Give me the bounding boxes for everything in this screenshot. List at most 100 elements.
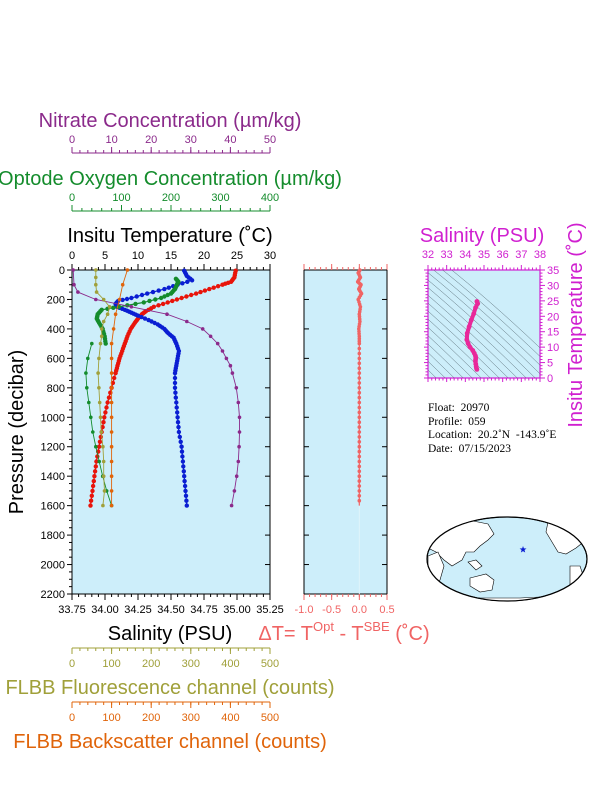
salinity-point (175, 415, 180, 420)
delta-t-point (357, 376, 362, 380)
nitrate-point (236, 400, 241, 405)
temperature-point (106, 395, 112, 400)
salinity-point (179, 449, 185, 454)
nitrate-point (237, 415, 242, 420)
float-location-marker (519, 546, 527, 553)
delta-t-point (357, 351, 362, 356)
nitrate-point (229, 503, 234, 508)
delta-t-point (357, 395, 362, 400)
ts-x-tick-label: 38 (534, 249, 546, 261)
ts-y-tick-label: 30 (547, 280, 559, 292)
pressure-tick-label: 1400 (41, 471, 65, 483)
temperature-tick-label: 5 (102, 250, 108, 262)
backscatter-axis-title: FLBB Backscatter channel (counts) (13, 731, 326, 753)
nitrate-point (129, 305, 134, 309)
ts-point (464, 337, 470, 343)
delta-t-point (357, 459, 362, 464)
fluorescence-point (99, 327, 104, 331)
ts-panel (427, 269, 541, 379)
temperature-point (97, 439, 103, 444)
salinity-axis-title: Salinity (PSU) (108, 623, 232, 645)
delta-t-point (357, 444, 362, 449)
oxygen-tick-label: 0 (69, 192, 75, 204)
fluorescence-point (98, 341, 103, 346)
temperature-axis-title: Insitu Temperature (˚C) (67, 225, 272, 247)
salinity-point (166, 285, 171, 290)
delta-t-tick-label: -0.5 (322, 604, 341, 616)
delta-t-point (357, 420, 362, 425)
fluorescence-point (97, 356, 101, 361)
delta-t-point (357, 469, 362, 474)
ts-point (466, 324, 472, 330)
backscatter-tick-label: 300 (182, 712, 200, 724)
fluorescence-point (94, 290, 99, 294)
nitrate-point (185, 319, 189, 324)
nitrate-point (220, 349, 225, 353)
ts-x-tick-label: 33 (441, 249, 453, 261)
delta-t-tick-label: 0.5 (379, 604, 394, 616)
ts-salinity-title: Salinity (PSU) (420, 225, 544, 247)
salinity-point (173, 395, 178, 400)
backscatter-point (109, 386, 114, 390)
delta-t-point (357, 405, 362, 410)
fluorescence-point (97, 400, 102, 405)
delta-t-point (357, 484, 362, 488)
salinity-tick-label: 33.75 (58, 604, 86, 616)
fluorescence-profile-line (95, 270, 111, 506)
backscatter-point (109, 489, 114, 493)
oxygen-point (165, 292, 170, 298)
salinity-point (156, 288, 161, 293)
oxygen-point (133, 301, 138, 307)
oxygen-point (153, 297, 158, 302)
delta-t-point (357, 474, 362, 479)
float-id: Float: 20970 (428, 402, 490, 414)
salinity-point (172, 375, 178, 381)
delta-t-point (357, 341, 362, 346)
pressure-tick-label: 2000 (41, 560, 65, 572)
delta-t-point (357, 479, 362, 483)
temperature-point (179, 295, 184, 301)
temperature-point (170, 298, 175, 304)
salinity-point (173, 390, 178, 395)
ts-y-tick-label: 15 (547, 327, 559, 339)
temperature-point (96, 444, 102, 449)
salinity-point (172, 385, 178, 390)
backscatter-point (125, 268, 130, 272)
salinity-point (175, 420, 181, 425)
oxygen-point (141, 300, 146, 305)
ts-x-tick-label: 37 (515, 249, 527, 261)
world-map (426, 516, 588, 602)
salinity-point (184, 498, 189, 503)
backscatter-point (109, 415, 114, 420)
temperature-tick-label: 10 (132, 250, 144, 262)
pressure-tick-label: 400 (47, 324, 65, 336)
salinity-point (176, 424, 181, 430)
nitrate-tick-label: 40 (224, 134, 236, 146)
oxygen-point (103, 341, 108, 346)
nitrate-point (237, 430, 242, 434)
fluorescence-point (102, 489, 107, 493)
delta-t-tick-label: 0.0 (352, 604, 367, 616)
delta-t-axis-title: ΔT= TOpt - TSBE (˚C) (258, 619, 429, 645)
delta-t-point (357, 366, 362, 371)
backscatter-point (117, 297, 122, 302)
salinity-point (181, 469, 186, 474)
ts-y-tick-label: 0 (547, 373, 553, 385)
ts-x-tick-label: 36 (497, 249, 509, 261)
nitrate-tick-label: 10 (105, 134, 117, 146)
ts-point (474, 367, 480, 372)
pressure-tick-label: 800 (47, 383, 65, 395)
delta-t-point (357, 346, 362, 351)
oxygen-axis-title: Optode Oxygen Concentration (µm/kg) (0, 168, 342, 190)
salinity-point (184, 503, 189, 508)
salinity-point (182, 478, 187, 484)
salinity-point (172, 370, 178, 376)
map-outline (426, 516, 588, 602)
backscatter-tick-label: 0 (69, 712, 75, 724)
profile-panel (71, 269, 271, 595)
salinity-point (176, 429, 182, 435)
temperature-point (215, 284, 221, 289)
fluorescence-point (101, 444, 105, 449)
ts-isopycnal (428, 272, 540, 375)
ts-point (467, 344, 473, 350)
